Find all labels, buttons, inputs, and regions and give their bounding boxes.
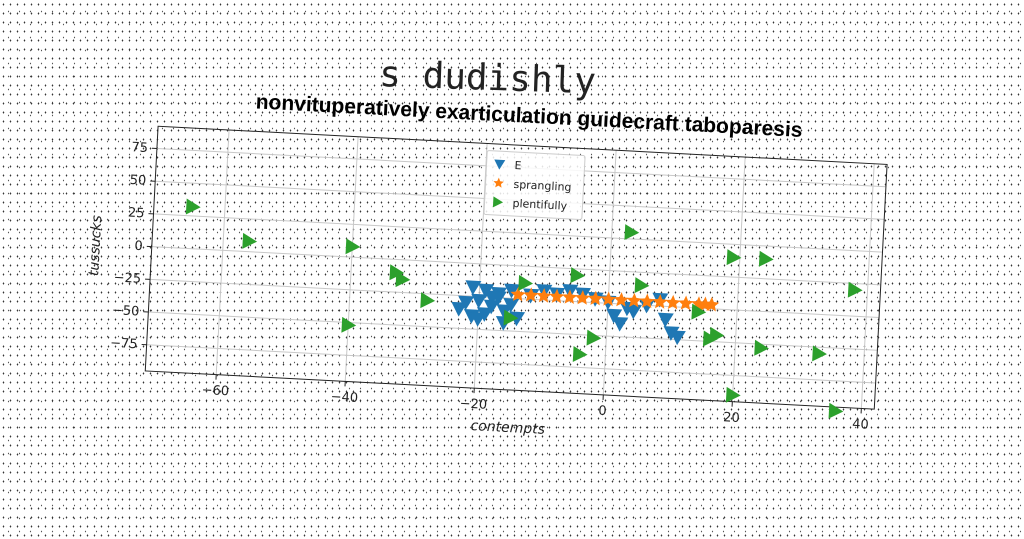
data-point-triangle-right xyxy=(829,403,844,420)
y-tick-label: 50 xyxy=(129,173,146,189)
x-tick-label: 40 xyxy=(852,417,869,433)
y-tick-label: −75 xyxy=(110,336,138,352)
legend-label: E xyxy=(514,159,522,172)
chart-title: nonvituperatively exarticulation guidecr… xyxy=(255,90,803,142)
data-point-triangle-right xyxy=(587,330,602,347)
data-point-triangle-right xyxy=(624,224,639,241)
grid-line-x xyxy=(861,164,874,409)
y-tick-label: −50 xyxy=(112,303,140,319)
data-point-triangle-right xyxy=(710,327,725,344)
grid-line-y xyxy=(153,214,882,252)
grid-line-x xyxy=(603,150,616,395)
grid-line-x xyxy=(216,130,229,375)
data-point-triangle-right xyxy=(754,340,769,357)
x-tick-label: −20 xyxy=(459,396,487,412)
y-ticks: −75 −50 −25 0 25 50 75 xyxy=(110,140,157,353)
data-point-triangle-right xyxy=(396,271,411,288)
grid-line-x xyxy=(345,137,358,382)
y-tick-label: −25 xyxy=(113,270,141,286)
data-point-triangle-down xyxy=(657,313,674,328)
data-point-triangle-right xyxy=(573,346,588,363)
y-axis-label: tussucks xyxy=(86,215,105,277)
grid-line-y xyxy=(147,345,876,383)
data-point-triangle-right xyxy=(186,198,201,215)
y-tick-label: 25 xyxy=(128,206,145,222)
grid-line-x xyxy=(732,157,745,402)
data-point-triangle-right xyxy=(242,233,257,250)
y-tick-label: 75 xyxy=(131,140,148,156)
x-axis-label: contempts xyxy=(470,418,545,438)
grid-line-x xyxy=(474,143,487,388)
data-point-triangle-right xyxy=(759,251,774,268)
y-tick-label: 0 xyxy=(134,239,143,254)
x-tick-label: 0 xyxy=(598,404,607,419)
x-tick-label: 20 xyxy=(723,410,740,426)
data-marks xyxy=(177,198,866,420)
grid-line-y xyxy=(152,247,881,285)
x-tick-label: −60 xyxy=(201,383,229,399)
x-tick-label: −40 xyxy=(330,390,358,406)
data-point-triangle-right xyxy=(635,277,650,294)
